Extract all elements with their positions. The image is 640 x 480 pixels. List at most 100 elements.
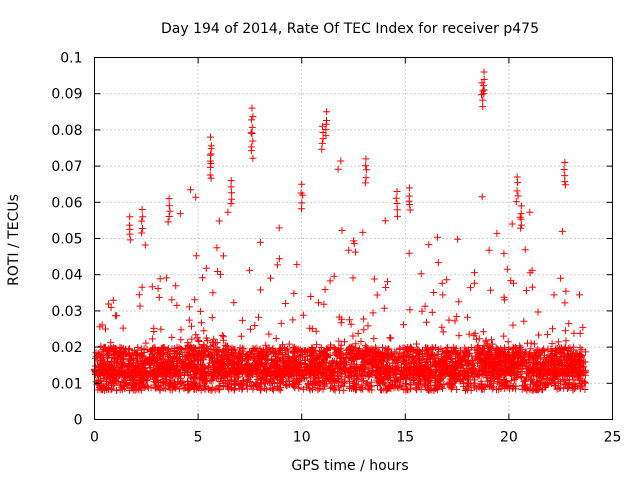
- data-point-peak-trail: [479, 87, 487, 95]
- x-tick-label: 15: [396, 430, 414, 446]
- data-point-peak-trail: [228, 195, 236, 203]
- scatter-cloud: [91, 157, 590, 394]
- y-tick-label: 0.08: [51, 123, 82, 139]
- data-point-peak-trail: [298, 199, 306, 207]
- x-tick-label: 5: [194, 430, 203, 446]
- data-point-peak-trail: [517, 215, 525, 223]
- data-point-peak-trail: [247, 147, 255, 155]
- data-point-peak-trail: [319, 135, 327, 143]
- data-point-peak-trail: [393, 212, 401, 220]
- data-point-peak-trail: [479, 82, 487, 90]
- data-point-peak-trail: [479, 103, 487, 111]
- y-tick-label: 0: [74, 413, 83, 429]
- y-tick-label: 0.09: [51, 87, 82, 103]
- data-point-peak-trail: [228, 189, 236, 197]
- data-point-peak-trail: [249, 137, 257, 145]
- x-tick-label: 20: [500, 430, 518, 446]
- x-tick-label: 25: [604, 430, 622, 446]
- data-point-peak-trail: [362, 174, 370, 182]
- data-point-peak-trail: [138, 224, 146, 232]
- data-point-peak-trail: [512, 198, 520, 206]
- x-axis-label: GPS time / hours: [291, 458, 408, 474]
- ticks-layer: 0 0.01 0.02 0.03 0.04 0.05 0.06 0.07 0.08 0.09 0.1…: [51, 51, 621, 446]
- data-point-peak-trail: [206, 163, 214, 171]
- data-point-peak: [362, 155, 370, 163]
- data-point-peak-trail: [322, 132, 330, 140]
- data-point-peak-trail: [207, 174, 215, 182]
- data-point-peak-trail: [139, 213, 147, 221]
- data-point-peak: [561, 158, 569, 166]
- data-point-peak-trail: [299, 191, 307, 199]
- y-tick-label: 0.03: [51, 304, 82, 320]
- data-point-peak-trail: [206, 171, 214, 179]
- data-point-peak-trail: [361, 179, 369, 187]
- data-point-peak-trail: [165, 212, 173, 220]
- data-point-peak-trail: [392, 194, 400, 202]
- data-points: [91, 68, 590, 394]
- data-point-peak: [513, 173, 521, 181]
- data-point-peak: [323, 108, 331, 116]
- data-point-peak-trail: [164, 218, 172, 226]
- data-point-peak-trail: [165, 202, 173, 210]
- x-tick-label: 10: [293, 430, 311, 446]
- data-point-peak-trail: [393, 206, 401, 214]
- data-point-peak-trail: [560, 166, 568, 174]
- data-point-peak-trail: [227, 183, 235, 191]
- data-point-peak-trail: [362, 166, 370, 174]
- data-point-peak-trail: [227, 200, 235, 208]
- data-point-peak-trail: [479, 96, 487, 104]
- data-point-peak-trail: [207, 160, 215, 168]
- data-point-peak-trail: [297, 205, 305, 213]
- data-point-peak: [318, 122, 326, 130]
- y-tick-label: 0.07: [51, 159, 82, 175]
- data-point-peak-trail: [561, 181, 569, 189]
- data-point-peak-trail: [247, 129, 255, 137]
- data-point-peak-trail: [138, 217, 146, 225]
- data-point-peak-trail: [248, 123, 256, 131]
- y-tick-label: 0.04: [51, 268, 82, 284]
- data-point-peak-trail: [126, 236, 134, 244]
- data-point-peak: [393, 187, 401, 195]
- data-point-peak: [207, 151, 215, 159]
- y-tick-label: 0.01: [51, 376, 82, 392]
- data-point-peak: [138, 206, 146, 214]
- data-point-peak: [478, 79, 486, 87]
- data-point-peak-trail: [478, 91, 485, 99]
- data-point-peak-trail: [513, 187, 521, 195]
- y-axis-label: ROTI / TECUs: [6, 194, 22, 286]
- data-point-peak: [298, 180, 306, 188]
- data-point-peak-trail: [561, 178, 569, 186]
- data-point-peak-trail: [126, 230, 134, 238]
- data-point-peak-trail: [517, 224, 525, 232]
- data-point-peak-trail: [318, 139, 326, 147]
- data-point-peak-trail: [318, 145, 326, 153]
- data-point-peak: [248, 130, 256, 138]
- data-point-peak: [248, 104, 256, 112]
- data-point-peak: [227, 177, 235, 185]
- data-point-peak-trail: [561, 172, 569, 180]
- data-point-peak: [165, 195, 173, 203]
- data-point-peak-trail: [517, 221, 525, 229]
- chart-title: Day 194 of 2014, Rate Of TEC Index for r…: [161, 21, 539, 37]
- data-point-peak-trail: [319, 128, 327, 136]
- y-tick-label: 0.06: [51, 195, 82, 211]
- grid-layer: [94, 57, 613, 420]
- data-point-peak-trail: [393, 199, 401, 207]
- data-point-peak-trail: [362, 162, 370, 170]
- data-point-peak-trail: [514, 192, 522, 200]
- data-point-peak-trail: [166, 207, 174, 215]
- data-point-peak-trail: [406, 201, 414, 209]
- data-point-peak: [405, 184, 413, 192]
- data-point-peak-trail: [406, 206, 414, 214]
- x-tick-label: 0: [90, 430, 99, 446]
- data-point-peak-trail: [138, 229, 146, 237]
- y-tick-label: 0.1: [60, 51, 82, 67]
- data-point-peak: [126, 213, 134, 221]
- data-point-peak-trail: [248, 116, 256, 124]
- data-point-peak: [517, 202, 525, 210]
- y-tick-label: 0.02: [51, 340, 82, 356]
- data-point-peak-trail: [514, 179, 522, 187]
- data-point-peak: [207, 133, 215, 141]
- data-point-peak: [480, 68, 488, 76]
